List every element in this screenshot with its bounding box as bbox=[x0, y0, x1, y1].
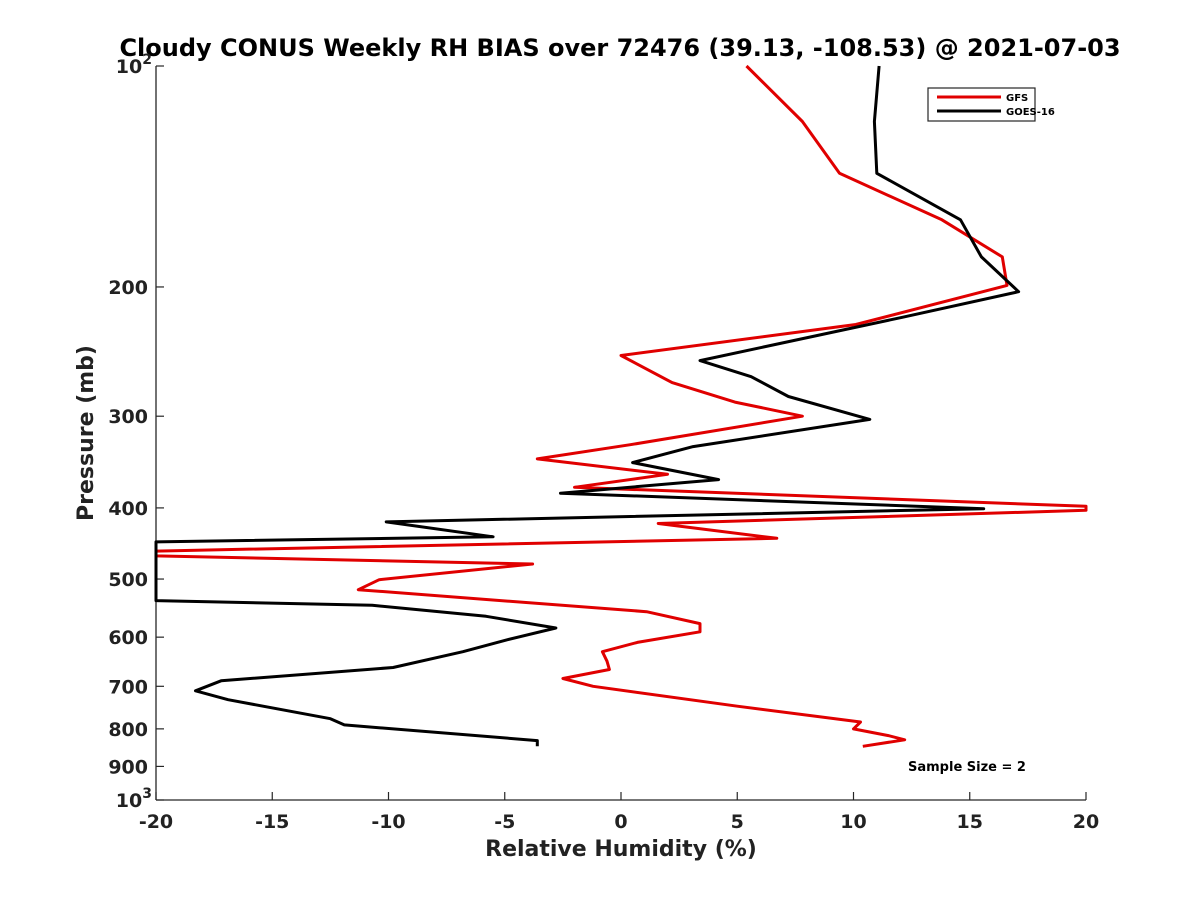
y-tick-label: 600 bbox=[108, 627, 148, 649]
legend-label: GOES-16 bbox=[1006, 107, 1055, 118]
sample-size-annotation: Sample Size = 2 bbox=[908, 760, 1026, 775]
y-tick-label: 700 bbox=[108, 676, 148, 698]
y-tick-label: 102 bbox=[116, 52, 152, 78]
x-axis-ticks: -20 -15 -10 -5 0 5 10 15 20 bbox=[139, 792, 1099, 833]
x-tick-label: 20 bbox=[1073, 811, 1099, 833]
x-tick-label: -10 bbox=[371, 811, 405, 833]
y-axis-label: Pressure (mb) bbox=[74, 345, 99, 521]
series-layer bbox=[154, 64, 1088, 748]
legend: GFS GOES-16 bbox=[927, 87, 1055, 122]
y-tick-label: 200 bbox=[108, 277, 148, 299]
x-axis-label: Relative Humidity (%) bbox=[485, 837, 757, 862]
x-tick-label: -15 bbox=[255, 811, 289, 833]
x-tick-label: 0 bbox=[614, 811, 627, 833]
y-tick-label: 300 bbox=[108, 406, 148, 428]
y-axis-ticks: 102 200 300 400 500 600 700 800 900 103 bbox=[108, 52, 164, 812]
series-line-goes-16 bbox=[154, 65, 1021, 747]
y-tick-label: 103 bbox=[116, 786, 152, 812]
legend-label: GFS bbox=[1006, 93, 1028, 104]
x-tick-label: 15 bbox=[957, 811, 983, 833]
x-tick-label: -5 bbox=[494, 811, 515, 833]
x-tick-label: 5 bbox=[731, 811, 744, 833]
y-tick-label: 900 bbox=[108, 756, 148, 778]
chart-title: Cloudy CONUS Weekly RH BIAS over 72476 (… bbox=[119, 34, 1120, 62]
y-tick-label: 400 bbox=[108, 498, 148, 520]
legend-box bbox=[927, 87, 1036, 122]
x-tick-label: -20 bbox=[139, 811, 173, 833]
y-tick-label: 500 bbox=[108, 569, 148, 591]
y-tick-label: 800 bbox=[108, 719, 148, 741]
x-tick-label: 10 bbox=[840, 811, 866, 833]
series-line-gfs bbox=[154, 64, 1088, 748]
